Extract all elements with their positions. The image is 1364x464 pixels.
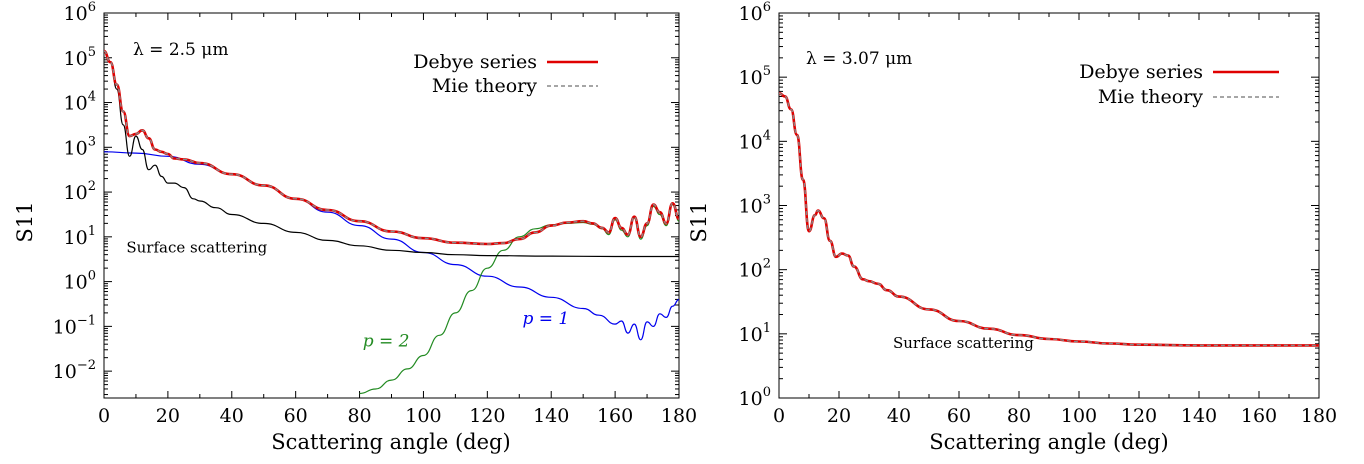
y-tick-label: 10−2 xyxy=(53,358,96,383)
annotation-surface-scattering: Surface scattering xyxy=(893,334,1034,352)
x-tick-label: 20 xyxy=(827,405,851,427)
x-tick-label: 120 xyxy=(469,405,505,427)
legend-entry-mie: Mie theory xyxy=(1098,86,1203,108)
chart-right: 0 20 40 60 80 100 120 140 160 180 100 101 102 103 104 1… xyxy=(687,0,1337,454)
y-tick-label: 103 xyxy=(64,134,96,159)
x-axis-label: Scattering angle (deg) xyxy=(929,430,1168,454)
curves-right xyxy=(778,91,1319,347)
ticks-right: 0 20 40 60 80 100 120 140 160 180 100 101 102 103 104 1… xyxy=(739,0,1338,427)
y-axis-label: S11 xyxy=(687,201,711,242)
x-tick-label: 120 xyxy=(1121,405,1157,427)
lambda-annotation: λ = 2.5 μm xyxy=(133,40,228,60)
x-tick-label: 80 xyxy=(1007,405,1031,427)
y-tick-label: 105 xyxy=(64,45,96,70)
x-tick-label: 0 xyxy=(98,405,110,427)
y-tick-label: 106 xyxy=(739,0,771,25)
legend: Debye series Mie theory xyxy=(1079,61,1279,108)
y-tick-label: 102 xyxy=(64,179,96,204)
y-tick-label: 104 xyxy=(739,128,771,153)
ticks-left: 0 20 40 60 80 100 120 140 160 180 10−2 10−1 100 101 10… xyxy=(53,0,697,427)
x-tick-label: 40 xyxy=(220,405,244,427)
y-tick-label: 106 xyxy=(64,0,96,25)
legend-entry-debye: Debye series xyxy=(1079,61,1203,83)
x-tick-label: 180 xyxy=(1301,405,1337,427)
annotations-right: Surface scattering xyxy=(893,334,1034,352)
x-tick-label: 100 xyxy=(1061,405,1097,427)
y-tick-label: 10−1 xyxy=(53,313,96,338)
y-tick-label: 102 xyxy=(739,257,771,282)
x-tick-label: 100 xyxy=(405,405,441,427)
x-tick-label: 80 xyxy=(347,405,371,427)
x-tick-label: 0 xyxy=(773,405,785,427)
series-line-debye-series xyxy=(778,91,1319,347)
x-tick-label: 140 xyxy=(1181,405,1217,427)
series-line-mie-theory xyxy=(103,50,680,245)
annotation-p-1: p = 1 xyxy=(522,309,569,329)
annotations-left: Surface scattering p = 2 p = 1 xyxy=(126,239,569,352)
legend-entry-mie: Mie theory xyxy=(432,75,537,97)
x-tick-label: 20 xyxy=(156,405,180,427)
series-line-surface-scattering xyxy=(778,92,1319,346)
series-line-p-2 xyxy=(359,203,680,395)
annotation-surface-scattering: Surface scattering xyxy=(126,239,267,257)
y-tick-label: 104 xyxy=(64,90,96,115)
x-tick-label: 160 xyxy=(597,405,633,427)
chart-left: 0 20 40 60 80 100 120 140 160 180 10−2 10−1 100 101 10… xyxy=(13,0,697,454)
x-tick-label: 140 xyxy=(533,405,569,427)
lambda-annotation: λ = 3.07 μm xyxy=(806,49,912,69)
x-tick-label: 60 xyxy=(284,405,308,427)
x-axis-label: Scattering angle (deg) xyxy=(271,430,510,454)
series-line-debye-series xyxy=(103,49,680,246)
x-tick-label: 60 xyxy=(947,405,971,427)
x-tick-label: 160 xyxy=(1241,405,1277,427)
y-tick-label: 100 xyxy=(64,269,96,294)
y-tick-label: 100 xyxy=(739,385,771,410)
series-line-mie-theory xyxy=(778,92,1319,347)
series-line-surface-scattering xyxy=(103,50,679,258)
y-tick-label: 103 xyxy=(739,193,771,218)
y-axis-label: S11 xyxy=(13,201,37,242)
legend-entry-debye: Debye series xyxy=(413,51,537,73)
y-tick-label: 105 xyxy=(739,64,771,89)
y-tick-label: 101 xyxy=(64,224,96,249)
y-tick-label: 101 xyxy=(739,321,771,346)
x-tick-label: 40 xyxy=(887,405,911,427)
annotation-p-2: p = 2 xyxy=(363,332,410,352)
legend: Debye series Mie theory xyxy=(413,51,598,97)
curves-left xyxy=(103,49,680,395)
x-tick-label: 180 xyxy=(661,405,697,427)
